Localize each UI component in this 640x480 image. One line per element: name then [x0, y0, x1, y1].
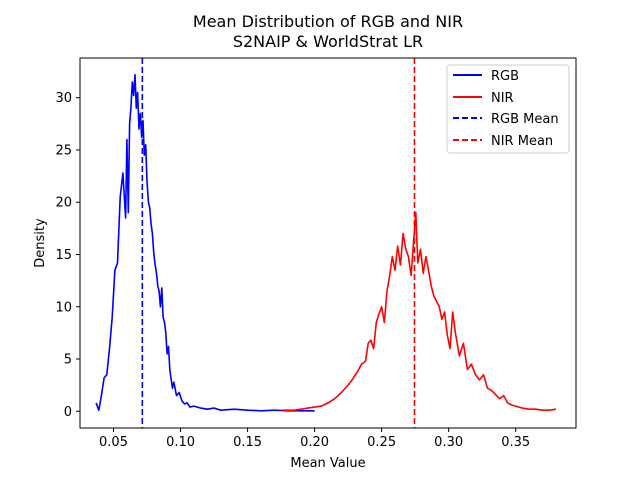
legend-box [446, 64, 570, 154]
x-tick-label: 0.35 [501, 435, 530, 450]
x-axis-label: Mean Value [290, 456, 365, 471]
chart-title: Mean Distribution of RGB and NIR [193, 12, 463, 31]
legend-label-nir: NIR [491, 91, 514, 106]
y-tick-label: 15 [55, 248, 72, 263]
chart-subtitle: S2NAIP & WorldStrat LR [233, 32, 423, 51]
axes-frame [79, 57, 577, 429]
x-axis: 0.05 0.10 0.15 0.20 0.25 0.30 0.35 [99, 428, 530, 450]
legend-label-rgb-mean: RGB Mean [491, 112, 559, 127]
legend: RGB NIR RGB Mean NIR Mean [446, 64, 570, 154]
x-tick-label: 0.15 [233, 435, 262, 450]
plot-area [95, 58, 557, 428]
x-tick-label: 0.20 [300, 435, 329, 450]
y-tick-label: 0 [64, 405, 72, 420]
x-tick-label: 0.30 [434, 435, 463, 450]
series-line-nir [282, 211, 557, 412]
y-tick-label: 10 [55, 300, 72, 315]
y-tick-label: 20 [55, 196, 72, 211]
series-line-rgb [95, 73, 315, 412]
y-tick-label: 5 [64, 353, 72, 368]
legend-label-nir-mean: NIR Mean [491, 134, 553, 149]
y-tick-label: 30 [55, 91, 72, 106]
y-axis-label: Density [33, 218, 48, 268]
legend-label-rgb: RGB [491, 69, 519, 84]
x-tick-label: 0.25 [367, 435, 396, 450]
x-tick-label: 0.05 [99, 435, 128, 450]
y-axis: 0 5 10 15 20 25 30 [55, 91, 80, 420]
y-tick-label: 25 [55, 143, 72, 158]
x-tick-label: 0.10 [166, 435, 195, 450]
